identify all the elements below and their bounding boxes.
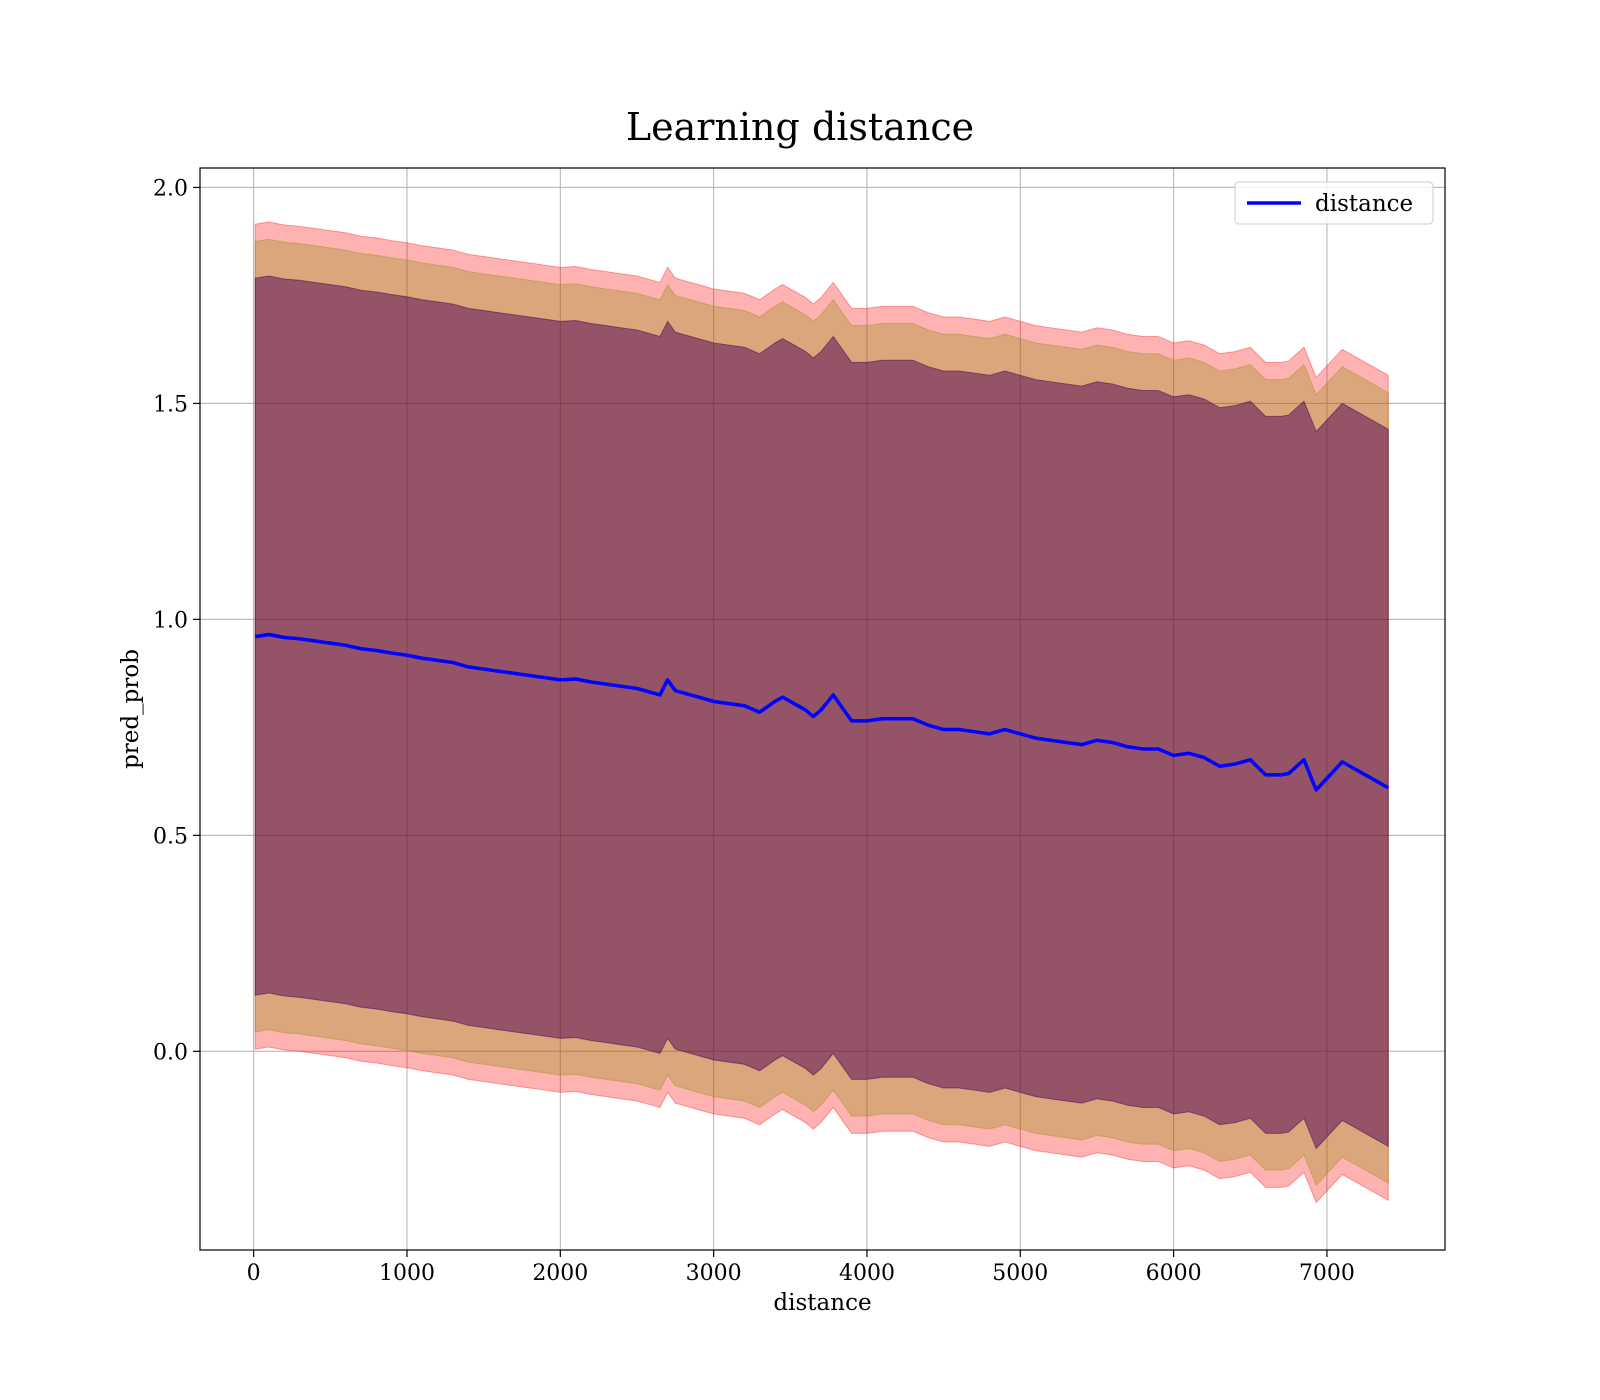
x-tick-label-2: 2000 xyxy=(532,1261,588,1286)
confidence-bands xyxy=(254,221,1389,1204)
x-axis-label: distance xyxy=(773,1290,871,1316)
y-tick-label-1: 0.5 xyxy=(153,824,188,849)
y-tick-label-0: 0.0 xyxy=(153,1040,188,1065)
x-tick-label-1: 1000 xyxy=(379,1261,435,1286)
legend-box xyxy=(1234,181,1434,225)
x-tick-label-3: 3000 xyxy=(686,1261,742,1286)
x-tick-label-7: 7000 xyxy=(1299,1261,1355,1286)
x-tick-label-5: 5000 xyxy=(992,1261,1048,1286)
plot-frame xyxy=(199,167,1446,1251)
legend-label-distance: distance xyxy=(1315,191,1413,217)
chart-title: Learning distance xyxy=(626,105,974,149)
x-tick-label-6: 6000 xyxy=(1146,1261,1202,1286)
band-inner xyxy=(254,275,1389,1150)
series-lines xyxy=(254,632,1390,792)
x-tick-label-0: 0 xyxy=(247,1261,261,1286)
x-tick-label-4: 4000 xyxy=(839,1261,895,1286)
y-axis-label: pred_prob xyxy=(118,649,144,769)
legend: distance xyxy=(1234,181,1434,225)
x-axis-ticks: 0 1000 2000 3000 4000 5000 6000 7000 xyxy=(247,1250,1355,1286)
y-tick-label-2: 1.0 xyxy=(153,608,188,633)
y-tick-label-3: 1.5 xyxy=(153,392,188,417)
y-axis-ticks: 0.0 0.5 1.0 1.5 2.0 xyxy=(153,176,200,1065)
y-tick-label-4: 2.0 xyxy=(153,176,188,201)
series-line-distance xyxy=(254,632,1390,792)
